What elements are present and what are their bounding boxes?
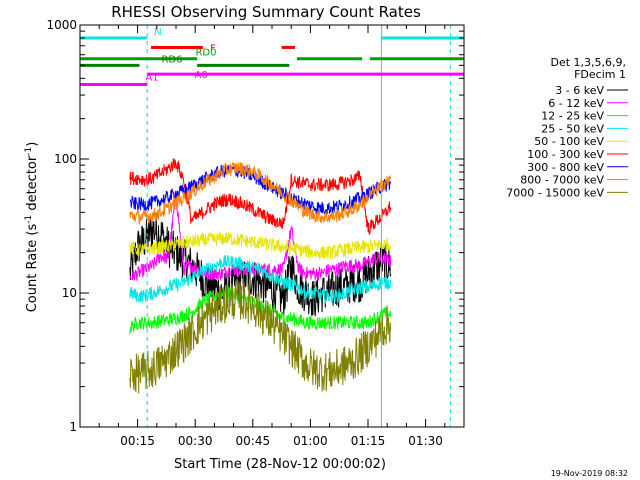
flag-label: RD0 <box>195 48 216 59</box>
timestamp-footer: 19-Nov-2019 08:32 <box>551 469 628 478</box>
y-axis-label-part: detector <box>25 155 40 215</box>
flag-label: A1 <box>145 72 158 83</box>
x-tick-label: 01:15 <box>351 434 386 448</box>
legend-label: 6 - 12 keV <box>548 97 604 110</box>
legend-label: 12 - 25 keV <box>541 110 604 123</box>
x-tick-label: 00:15 <box>120 434 155 448</box>
y-axis-label-part: ) <box>25 142 40 147</box>
series-line <box>129 192 392 282</box>
series-line <box>129 161 392 226</box>
series-line <box>129 163 392 215</box>
legend-label: 3 - 6 keV <box>555 84 604 97</box>
y-tick-label: 10 <box>62 286 77 300</box>
x-tick-label: 00:45 <box>236 434 271 448</box>
y-axis-label: Count Rate (s-1 detector-1) <box>24 142 40 313</box>
series-line <box>129 212 392 317</box>
y-axis-label-part: Count Rate (s <box>25 224 40 313</box>
x-axis-label: Start Time (28-Nov-12 00:00:02) <box>174 457 386 472</box>
data-series <box>129 158 392 394</box>
flag-label: RD6 <box>161 54 182 65</box>
legend-label: 300 - 800 keV <box>527 161 604 174</box>
legend-title: Det 1,3,5,6,9, <box>550 56 626 69</box>
x-axis: 00:15 00:30 00:45 01:00 01:15 01:30 <box>79 25 465 448</box>
flag-label: F <box>210 43 216 54</box>
y-tick-label: 1000 <box>46 18 77 32</box>
series-line <box>129 158 392 235</box>
legend-label: 50 - 100 keV <box>534 135 604 148</box>
axes: 1 10 100 1000 00:15 00:30 00:45 01:00 01:15 01:30 <box>46 18 465 448</box>
series-line <box>129 255 392 305</box>
series-line <box>129 286 392 334</box>
chart-title: RHESSI Observing Summary Count Rates <box>111 3 421 21</box>
legend-label: 25 - 50 keV <box>541 122 604 135</box>
series-line <box>129 279 392 394</box>
flag-label: A0 <box>195 70 208 81</box>
legend-subtitle: FDecim 1 <box>574 68 626 81</box>
x-tick-label: 01:00 <box>293 434 328 448</box>
x-tick-label: 00:30 <box>178 434 213 448</box>
flag-label: N <box>154 27 161 38</box>
y-axis-label-sup: -1 <box>24 215 34 224</box>
y-tick-label: 1 <box>69 420 77 434</box>
y-tick-label: 100 <box>54 152 77 166</box>
series-line <box>129 231 392 260</box>
y-axis: 1 10 100 1000 <box>46 18 464 434</box>
legend-label: 7000 - 15000 keV <box>506 186 604 199</box>
legend-label: 800 - 7000 keV <box>520 174 604 187</box>
legend-label: 100 - 300 keV <box>527 148 604 161</box>
x-tick-label: 01:30 <box>408 434 443 448</box>
y-axis-label-sup: -1 <box>24 147 34 156</box>
